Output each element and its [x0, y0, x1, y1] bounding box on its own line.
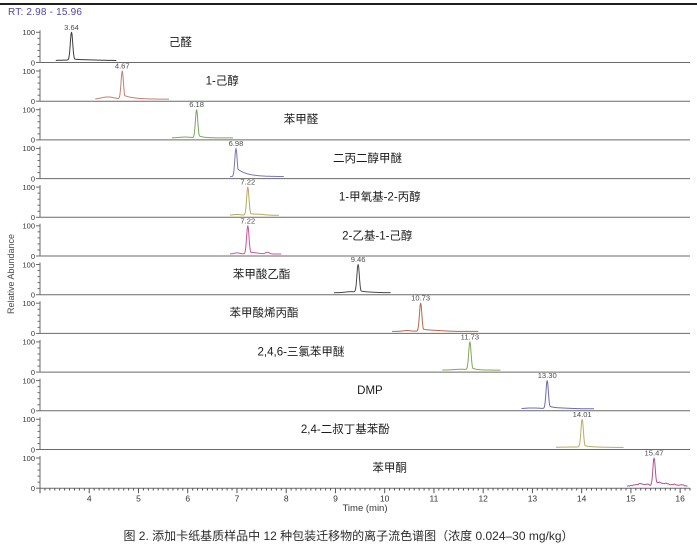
- figure-caption: 图 2. 添加卡纸基质样品中 12 种包装迁移物的离子流色谱图（浓度 0.024…: [123, 529, 574, 543]
- peak-rt-label: 9.46: [351, 255, 366, 264]
- peak-rt-label: 6.18: [189, 100, 204, 109]
- y-axis-label: Relative Abundance: [6, 233, 16, 315]
- x-tick-label: 13: [528, 494, 538, 504]
- compound-label: 2,4,6-三氯苯甲醚: [258, 344, 345, 358]
- x-tick-label: 16: [675, 494, 685, 504]
- y-tick-label-0: 0: [31, 213, 35, 222]
- y-tick-label-100: 100: [22, 222, 35, 231]
- y-tick-label-0: 0: [31, 291, 35, 300]
- y-tick-label-100: 100: [22, 454, 35, 463]
- x-tick-label: 14: [577, 494, 587, 504]
- compound-label: 1-甲氧基-2-丙醇: [339, 190, 421, 204]
- x-axis: 4 5 6 7 8 9 10 11 12 13 14 15 16: [39, 488, 691, 504]
- panel-1: 100 0 3.64 己醛: [22, 23, 690, 67]
- y-tick-label-0: 0: [31, 252, 35, 261]
- y-tick-label-100: 100: [22, 299, 35, 308]
- x-tick-label: 12: [478, 494, 488, 504]
- compound-label: 2-乙基-1-己醇: [342, 228, 413, 242]
- chromatogram-trace: [333, 264, 391, 294]
- peak-rt-label: 3.64: [64, 23, 79, 32]
- x-tick-label: 11: [430, 494, 439, 504]
- chromatogram-trace: [442, 341, 501, 371]
- top-divider: [0, 3, 697, 5]
- y-tick-label-100: 100: [22, 376, 35, 385]
- compound-label: 苯甲醛: [284, 112, 319, 126]
- peak-rt-label: 15.47: [645, 449, 664, 458]
- chromatogram-trace: [392, 302, 479, 332]
- x-axis-label: Time (min): [342, 503, 388, 514]
- peak-rt-label: 6.98: [229, 139, 244, 148]
- y-tick-label-0: 0: [31, 407, 35, 416]
- y-tick-label-0: 0: [31, 445, 35, 454]
- y-tick-label-100: 100: [22, 183, 35, 192]
- rt-range-label: RT: 2.98 - 15.96: [8, 7, 83, 18]
- y-tick-label-0: 0: [31, 97, 35, 106]
- compound-label: 己醛: [169, 35, 192, 49]
- x-tick-label: 8: [284, 494, 289, 504]
- panel-12: 100 0 15.47 苯甲酮: [22, 449, 690, 493]
- x-tick-label: 7: [235, 494, 240, 504]
- y-tick-label-100: 100: [22, 415, 35, 424]
- y-tick-label-0: 0: [31, 58, 35, 67]
- peak-rt-label: 7.22: [240, 178, 255, 187]
- y-tick-label-100: 100: [22, 28, 35, 37]
- y-tick-label-0: 0: [31, 368, 35, 377]
- x-tick-label: 5: [136, 494, 141, 504]
- y-tick-label-100: 100: [22, 260, 35, 269]
- peak-rt-label: 14.01: [573, 410, 592, 419]
- chromatogram-trace: [521, 380, 594, 410]
- peak-rt-label: 11.73: [461, 332, 479, 341]
- compound-label: DMP: [357, 385, 383, 397]
- panel-2: 100 0 4.67 1-己醇: [22, 62, 690, 106]
- y-tick-label-0: 0: [31, 136, 35, 145]
- x-tick-label: 6: [185, 494, 190, 504]
- y-tick-label-100: 100: [22, 67, 35, 76]
- compound-label: 二丙二醇甲醚: [333, 151, 402, 165]
- x-tick-label: 9: [333, 494, 338, 504]
- y-tick-label-0: 0: [31, 484, 35, 493]
- y-tick-label-0: 0: [31, 329, 35, 338]
- x-tick-label: 15: [626, 494, 636, 504]
- chromatogram-trace: [230, 225, 282, 255]
- peak-rt-label: 7.22: [240, 216, 255, 225]
- compound-label: 苯甲酸烯丙酯: [230, 306, 299, 320]
- chromatogram-trace: [230, 186, 279, 216]
- panel-5: 100 0 7.22 1-甲氧基-2-丙醇: [22, 178, 690, 222]
- y-tick-label-100: 100: [22, 338, 35, 347]
- chromatogram-trace: [230, 147, 284, 178]
- compound-label: 1-己醇: [206, 74, 240, 88]
- compound-label: 2,4-二叔丁基苯酚: [301, 422, 390, 436]
- peak-rt-label: 13.30: [538, 371, 557, 380]
- x-tick-label: 10: [380, 494, 390, 504]
- peak-rt-label: 4.67: [115, 62, 130, 71]
- compound-label: 苯甲酸乙酯: [233, 267, 291, 281]
- chromatogram-trace: [556, 418, 624, 448]
- chromatogram-trace: [171, 109, 234, 139]
- chromatogram-trace: [95, 70, 170, 100]
- y-tick-label-0: 0: [31, 174, 35, 183]
- y-tick-label-100: 100: [22, 144, 35, 153]
- chromatogram-trace: [55, 31, 117, 61]
- compound-label: 苯甲酮: [372, 461, 407, 475]
- y-tick-label-100: 100: [22, 106, 35, 115]
- x-tick-label: 4: [87, 494, 92, 504]
- chromatogram-trace: [626, 457, 688, 487]
- peak-rt-label: 10.73: [411, 294, 430, 303]
